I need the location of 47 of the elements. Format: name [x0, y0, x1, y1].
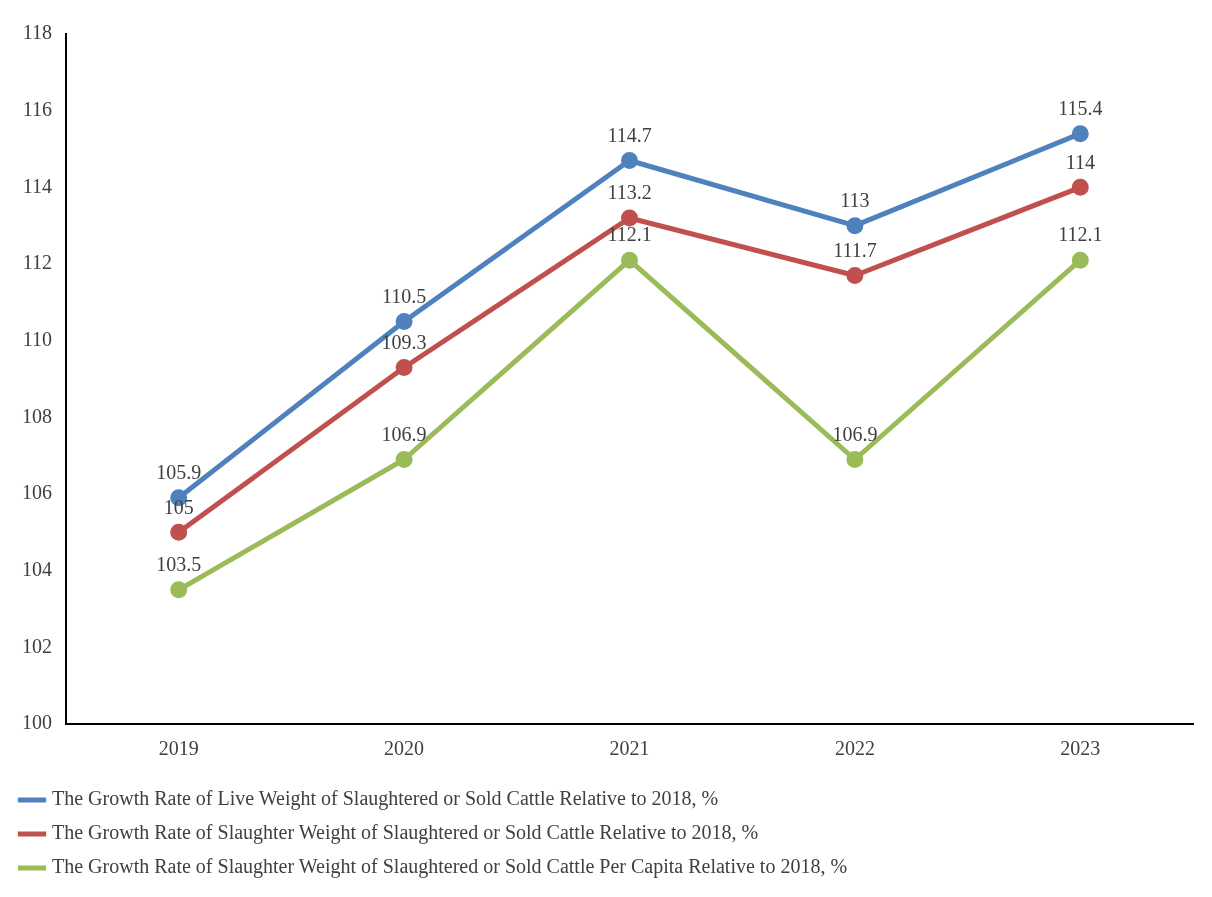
point — [621, 251, 638, 269]
x-tick-label: 2021 — [609, 737, 650, 760]
data-label: 105.9 — [156, 461, 202, 484]
data-label: 113 — [840, 188, 870, 211]
point — [170, 523, 188, 541]
y-tick-label: 118 — [22, 21, 52, 44]
data-label: 106.9 — [381, 422, 427, 445]
data-label: 115.4 — [1058, 96, 1103, 119]
point — [170, 581, 188, 599]
data-label: 105 — [163, 495, 194, 518]
point — [846, 217, 864, 235]
y-tick-label: 102 — [22, 634, 52, 657]
legend-label: The Growth Rate of Slaughter Weight of Slaughtered or Sold Cattle Relative to 2018, % — [52, 821, 759, 845]
data-label: 110.5 — [381, 284, 427, 307]
point — [846, 267, 864, 284]
point — [621, 152, 638, 169]
data-label: 114.7 — [607, 123, 652, 146]
point — [395, 313, 413, 330]
y-tick-label: 104 — [22, 557, 52, 580]
point — [1071, 125, 1089, 143]
y-tick-label: 112 — [22, 251, 52, 274]
y-tick-label: 114 — [22, 174, 52, 197]
point — [621, 209, 638, 227]
x-tick-label: 2022 — [834, 737, 875, 760]
data-label: 114 — [1065, 150, 1095, 173]
x-tick-label: 2023 — [1060, 737, 1101, 760]
y-tick-label: 100 — [22, 711, 52, 734]
point — [395, 451, 413, 468]
y-tick-label: 116 — [22, 97, 52, 120]
point — [395, 359, 413, 376]
legend-label: The Growth Rate of Slaughter Weight of Slaughtered or Sold Cattle Per Capita Relative to 2018, % — [52, 855, 848, 879]
x-tick-label: 2020 — [384, 737, 425, 760]
y-tick-label: 106 — [22, 481, 52, 504]
data-label: 111.7 — [833, 238, 877, 261]
y-tick-label: 108 — [22, 404, 52, 427]
y-tick-label: 110 — [22, 327, 52, 350]
point — [1071, 178, 1089, 196]
x-tick-label: 2019 — [158, 737, 199, 760]
data-label: 113.2 — [607, 181, 652, 204]
data-label: 112.1 — [1058, 223, 1103, 246]
data-label: 106.9 — [832, 422, 878, 445]
legend-label: The Growth Rate of Live Weight of Slaughtered or Sold Cattle Relative to 2018, % — [52, 787, 719, 811]
point — [1071, 251, 1089, 269]
data-label: 103.5 — [156, 553, 202, 576]
data-label: 112.1 — [607, 223, 652, 246]
data-label: 109.3 — [381, 330, 427, 353]
point — [846, 451, 864, 468]
